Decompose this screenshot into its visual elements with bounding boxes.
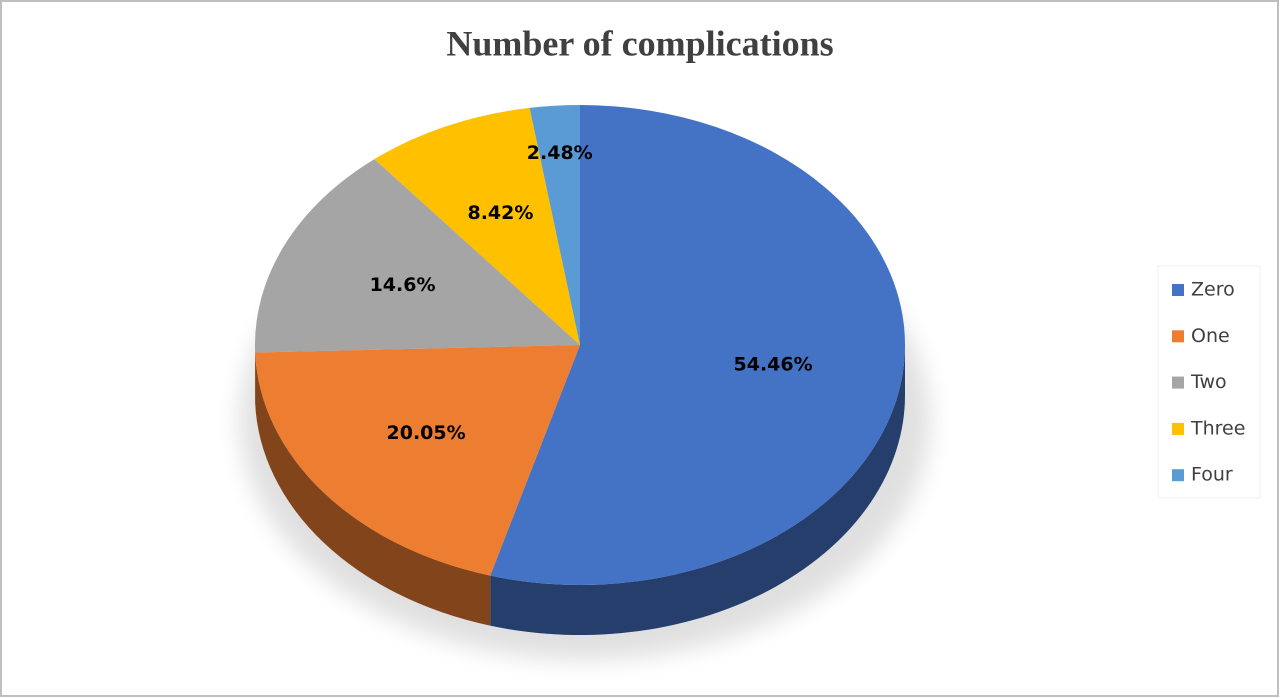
legend-label: Two (1190, 371, 1227, 393)
legend-label: Three (1190, 417, 1245, 439)
slice (255, 345, 580, 576)
legend-swatch (1172, 330, 1184, 343)
data-label: 14.6% (370, 274, 436, 296)
slice (374, 107, 580, 345)
legend-label: One (1191, 325, 1230, 347)
slice (255, 159, 580, 353)
slice-side (490, 345, 905, 635)
slice-side (255, 352, 491, 626)
legend-swatch (1172, 376, 1184, 389)
slice-side-shade (490, 345, 905, 635)
legend-swatch (1172, 284, 1184, 296)
slice-side-shade (255, 352, 491, 626)
legend-label: Zero (1191, 279, 1235, 301)
slice (490, 105, 905, 585)
data-label: 20.05% (387, 422, 466, 444)
legend-swatch (1172, 422, 1184, 435)
data-label: 2.48% (527, 142, 593, 164)
data-label: 54.46% (734, 354, 813, 376)
pie: 54.46% 20.05% 14.6% 8.42% 2.48% (255, 105, 905, 635)
legend-swatch (1172, 469, 1184, 482)
legend-label: Four (1191, 464, 1233, 486)
slice (529, 105, 580, 345)
data-label: 8.42% (467, 202, 533, 224)
chart-title: Number of complications (446, 23, 833, 63)
